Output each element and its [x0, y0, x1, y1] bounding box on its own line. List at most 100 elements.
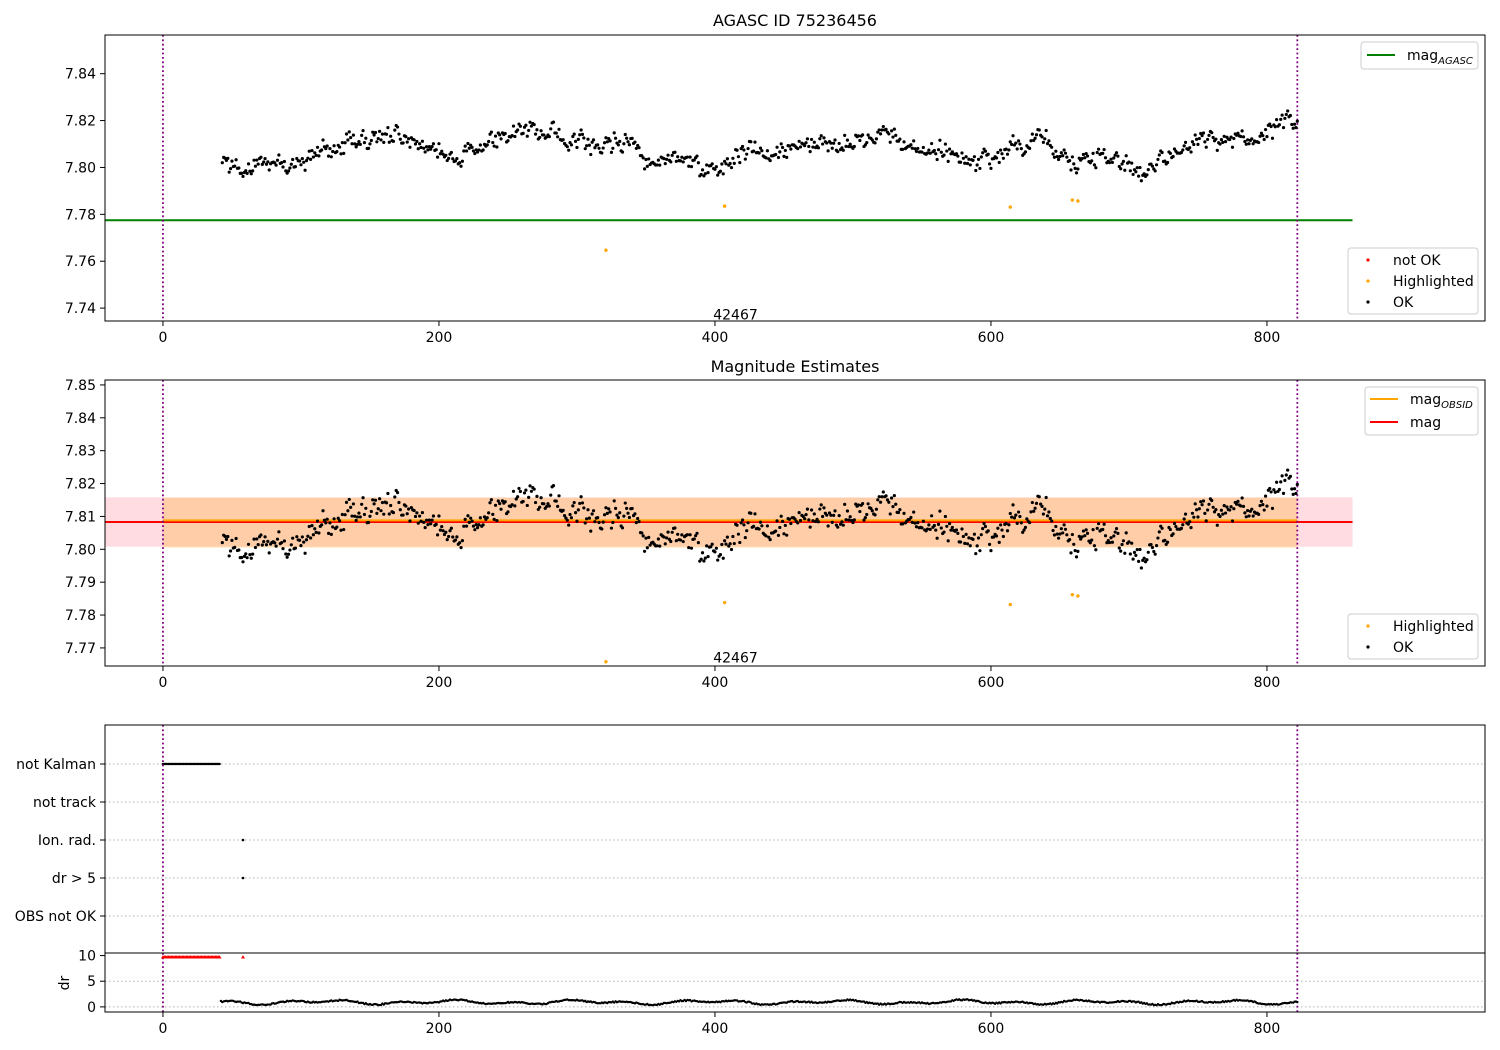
ok-point [277, 153, 281, 157]
ok-point [869, 506, 873, 511]
ok-point [280, 161, 284, 165]
ok-point [1270, 506, 1275, 510]
ok-point [310, 524, 314, 528]
ok-point [996, 150, 1000, 155]
ok-point [423, 525, 427, 530]
ok-point [1021, 530, 1025, 534]
ok-point [816, 520, 821, 524]
ok-point [246, 542, 251, 546]
ok-point [723, 539, 727, 543]
y-tick-label: 7.76 [65, 254, 96, 270]
ok-point [429, 522, 433, 526]
ok-point [945, 149, 949, 153]
ok-point [959, 540, 963, 544]
ok-point [608, 139, 612, 143]
x-tick-label: 600 [978, 330, 1005, 346]
ok-point [575, 519, 579, 523]
ok-point [368, 514, 372, 518]
ok-point [419, 145, 423, 150]
ok-point [1189, 150, 1193, 154]
ok-point [355, 515, 360, 519]
ok-point [354, 518, 358, 522]
ok-point [1188, 520, 1192, 524]
flag-label: not track [33, 795, 97, 811]
ok-point [1192, 515, 1196, 519]
ok-point [678, 159, 683, 163]
ok-point [974, 552, 978, 556]
ok-point [809, 508, 814, 512]
ok-point [961, 534, 965, 539]
ok-point [630, 136, 634, 140]
ok-point [666, 153, 670, 157]
ok-point [662, 535, 666, 539]
ok-point [1182, 517, 1186, 521]
ok-point [1025, 517, 1029, 521]
ok-point [913, 147, 917, 151]
ok-point [602, 141, 607, 145]
ok-point [302, 540, 306, 544]
ok-point [435, 155, 440, 159]
ok-point [260, 543, 264, 547]
ok-point [1291, 492, 1295, 496]
ok-point [1290, 487, 1294, 491]
ok-point [573, 511, 578, 515]
ok-point [880, 495, 884, 499]
ok-point [284, 169, 288, 173]
ok-point [866, 133, 870, 137]
ok-point [375, 511, 379, 515]
ok-point [395, 125, 400, 129]
ok-point [1005, 529, 1010, 533]
ok-point [289, 543, 293, 547]
ok-point [1101, 527, 1105, 532]
ok-point [413, 142, 418, 146]
ok-point [478, 143, 482, 147]
ok-point [616, 143, 620, 147]
ok-point [665, 157, 669, 161]
ok-point [927, 523, 931, 527]
ok-point [303, 168, 307, 172]
ok-point [245, 171, 249, 176]
ok-point [376, 507, 380, 511]
ok-point [321, 138, 325, 142]
ok-point [1222, 504, 1226, 508]
ok-point [447, 534, 451, 539]
ok-point [401, 141, 405, 145]
ok-point [449, 526, 453, 530]
ok-point [1221, 512, 1225, 516]
ok-point [489, 498, 493, 502]
dr-high-series [160, 955, 245, 959]
ok-point [612, 499, 616, 503]
ok-point [896, 510, 901, 515]
ok-point [1263, 494, 1268, 498]
ok-point [738, 160, 742, 165]
ok-point [426, 523, 430, 527]
ok-point [503, 500, 507, 504]
ok-point [364, 506, 368, 510]
ok-point [976, 536, 981, 540]
ok-point [585, 144, 589, 148]
ok-point [728, 542, 732, 546]
ok-point [1085, 531, 1090, 535]
ok-point [983, 149, 988, 153]
y-tick-label: 7.84 [65, 67, 96, 83]
ok-point [344, 500, 349, 504]
ok-point [427, 518, 431, 522]
ok-point [818, 507, 822, 511]
ok-point [416, 521, 420, 525]
ok-point [492, 144, 496, 148]
ok-point [1190, 511, 1195, 515]
ok-point [845, 509, 850, 513]
flag-series [161, 762, 221, 766]
ok-point [310, 148, 314, 153]
ok-point [914, 149, 919, 153]
ok-point [498, 501, 502, 506]
ok-point [1197, 507, 1201, 511]
ok-point [1080, 535, 1084, 539]
x-tick-label: 800 [1254, 675, 1281, 691]
ok-point [1135, 548, 1139, 552]
ok-point [843, 133, 847, 137]
ok-point [528, 484, 532, 488]
ok-point [430, 518, 434, 522]
ok-point [1091, 528, 1095, 532]
ok-point [391, 139, 396, 143]
